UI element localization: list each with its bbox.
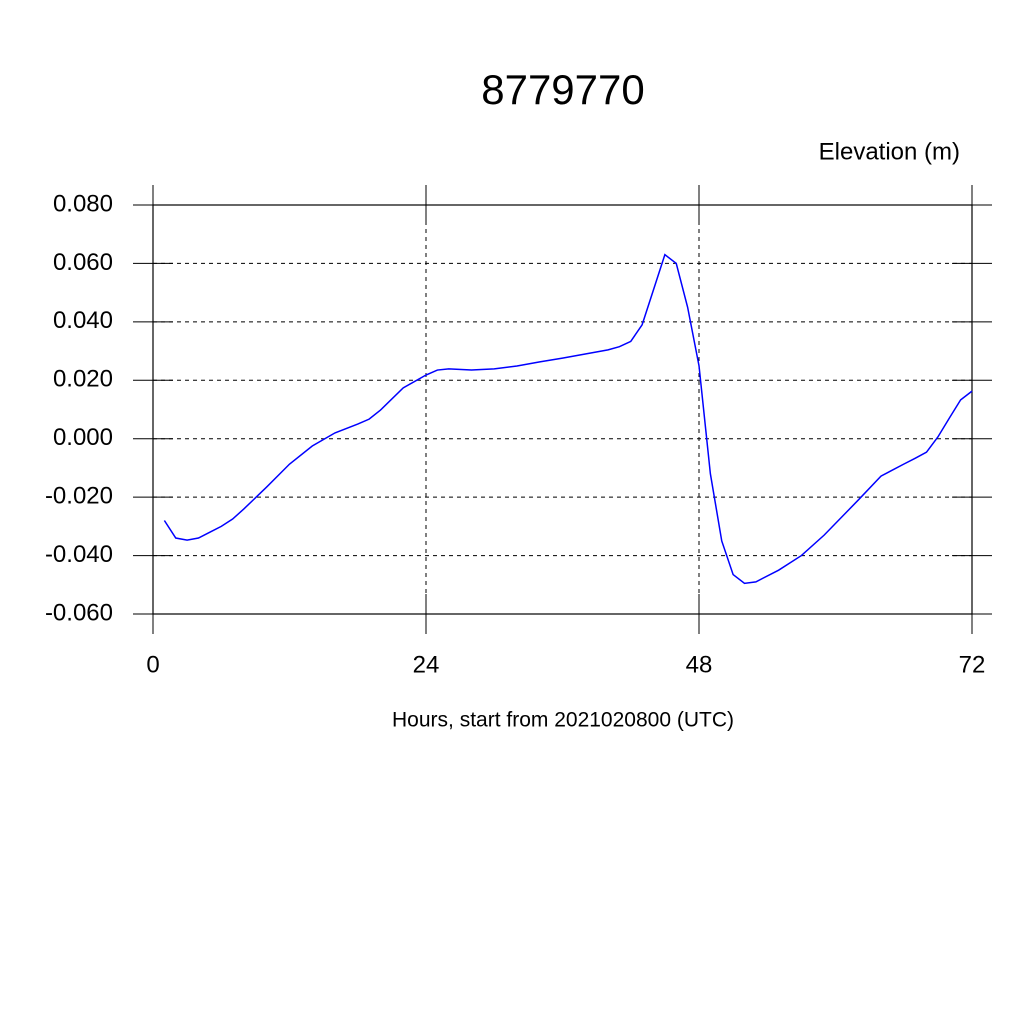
y-tick-label: 0.000 — [53, 424, 113, 451]
x-tick-label: 48 — [686, 651, 713, 678]
y-tick-label: -0.020 — [45, 482, 113, 509]
x-axis-label: Hours, start from 2021020800 (UTC) — [392, 709, 734, 732]
y-tick-label: 0.060 — [53, 249, 113, 276]
y-tick-label: 0.080 — [53, 190, 113, 217]
plot-frame — [152, 204, 973, 615]
y-tick-label: 0.020 — [53, 366, 113, 393]
x-tick-label: 0 — [146, 651, 159, 678]
x-tick-label: 24 — [413, 651, 440, 678]
x-tick-label: 72 — [959, 651, 986, 678]
y-tick-label: -0.060 — [45, 599, 113, 626]
chart-title: 8779770 — [481, 66, 645, 113]
y-tick-label: 0.040 — [53, 307, 113, 334]
data-line — [163, 253, 973, 585]
chart-subtitle: Elevation (m) — [819, 138, 960, 165]
y-tick-label: -0.040 — [45, 541, 113, 568]
